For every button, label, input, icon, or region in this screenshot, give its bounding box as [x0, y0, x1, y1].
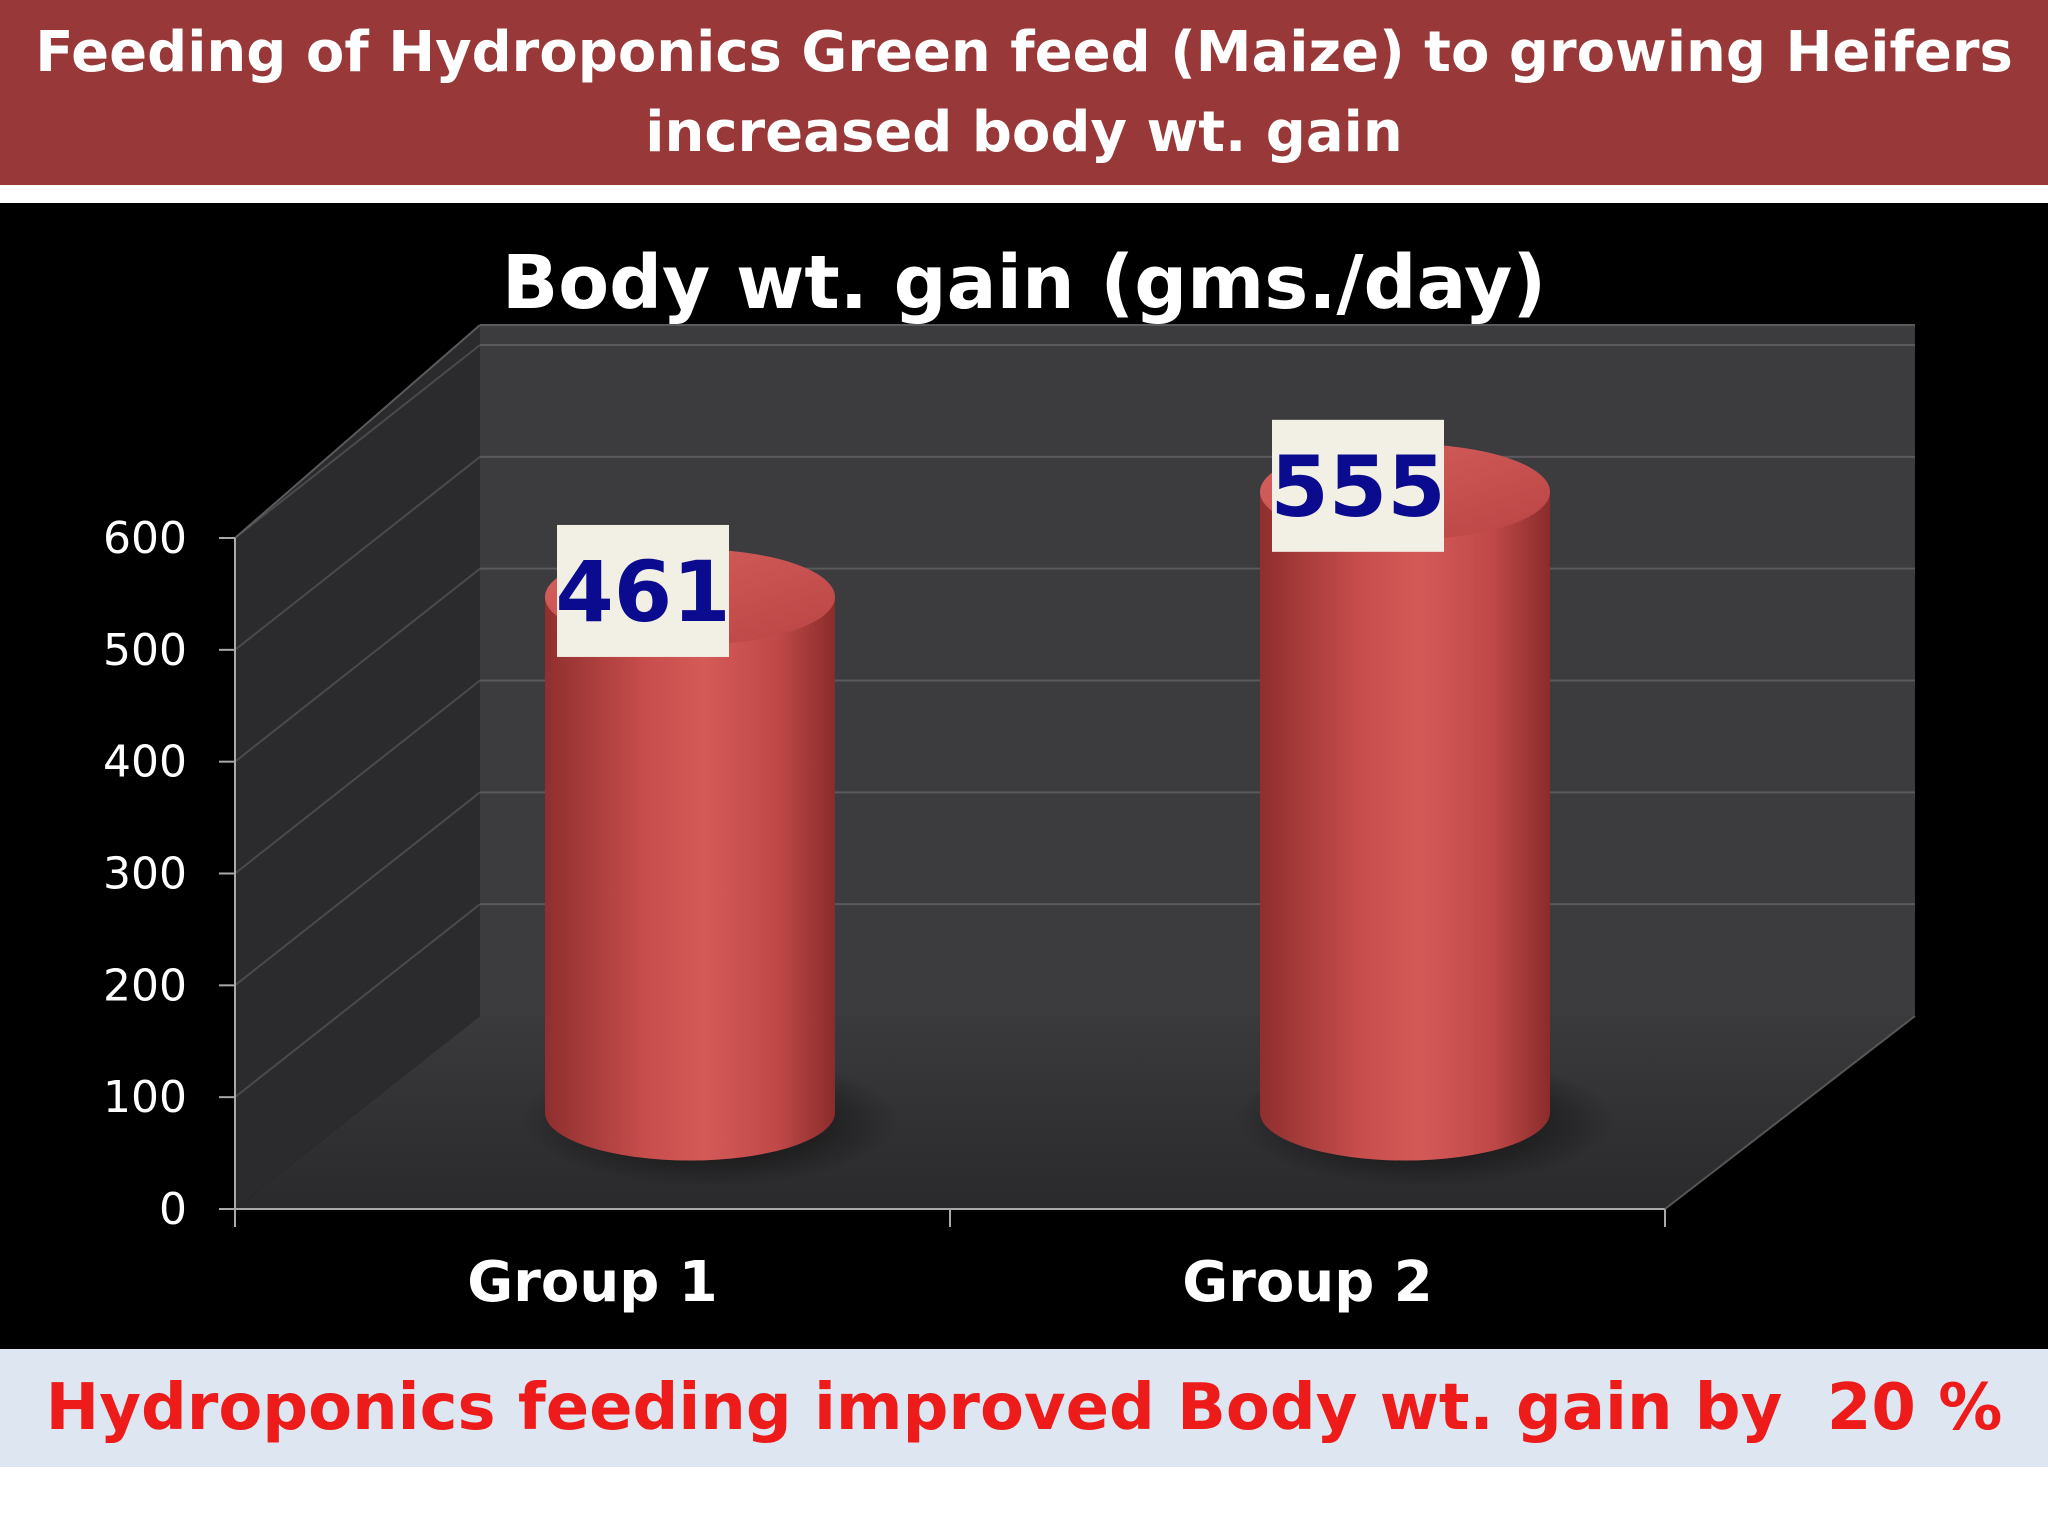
y-tick-label-100: 100 — [103, 1072, 187, 1123]
chart-title: Body wt. gain (gms./day) — [501, 240, 1547, 326]
floor-right-edge — [1664, 1015, 1916, 1210]
gridline-side-600 — [234, 344, 481, 539]
x-tick-label-2: Group 2 — [1182, 1250, 1432, 1315]
data-label-text-2: 555 — [1270, 438, 1445, 536]
y-tick-label-0: 0 — [159, 1184, 187, 1235]
banner-title-line-2: increased body wt. gain — [645, 100, 1403, 165]
data-label-2: 555 — [1270, 419, 1446, 552]
chart-floor — [235, 1016, 1915, 1209]
gridline-side-300 — [234, 679, 481, 875]
back-wall — [480, 325, 1915, 1016]
side-wall — [235, 325, 480, 1209]
gridline-side-100 — [234, 903, 481, 1098]
bottom-margin — [0, 1467, 2048, 1536]
y-tick-label-400: 400 — [103, 737, 187, 788]
side-wall-top-edge — [234, 324, 481, 539]
y-tick-label-600: 600 — [103, 513, 187, 564]
data-label-box-2 — [1272, 419, 1444, 552]
gridline-side-200 — [234, 791, 481, 987]
x-tick-label-1: Group 1 — [467, 1250, 717, 1315]
y-tick-label-300: 300 — [103, 849, 187, 900]
data-label-box-1 — [557, 524, 729, 657]
chart-panel: 0 100 200 300 400 500 600 Group 1 Group 2 461 555… — [0, 203, 2048, 1349]
gridline-side-500 — [234, 456, 481, 651]
data-label-text-1: 461 — [555, 543, 730, 641]
y-tick-label-200: 200 — [103, 960, 187, 1011]
data-label-1: 461 — [555, 524, 731, 657]
title-banner: Feeding of Hydroponics Green feed (Maize… — [0, 0, 2048, 185]
bar-body-2 — [1260, 491, 1550, 1161]
gridline-side-400 — [234, 567, 481, 763]
banner-title-line-1: Feeding of Hydroponics Green feed (Maize… — [35, 20, 2013, 85]
conclusion-text: Hydroponics feeding improved Body wt. ga… — [0, 1349, 2048, 1467]
y-tick-label-500: 500 — [103, 625, 187, 676]
bar-body-1 — [545, 596, 835, 1161]
bar-chart: 0 100 200 300 400 500 600 Group 1 Group 2 461 555 — [103, 324, 1916, 1315]
